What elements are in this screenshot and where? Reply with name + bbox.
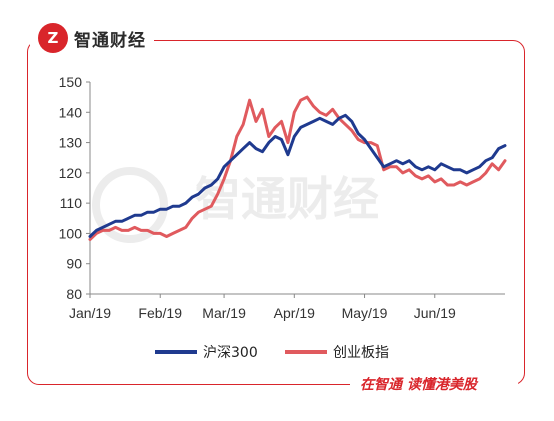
watermark-text: 智通财经: [195, 172, 379, 226]
x-tick-label: Jun/19: [414, 305, 456, 321]
y-tick-label: 140: [59, 104, 83, 120]
y-tick-label: 110: [60, 195, 83, 211]
x-tick-label: May/19: [342, 305, 388, 321]
y-tick-label: 100: [59, 225, 83, 241]
brand-name: 智通财经: [74, 30, 146, 51]
brand-logo: Z 智通财经: [38, 23, 146, 53]
x-tick-label: Apr/19: [274, 305, 315, 321]
x-tick-label: Feb/19: [138, 305, 182, 321]
x-tick-label: Jan/19: [69, 305, 111, 321]
x-tick-label: Mar/19: [202, 305, 246, 321]
y-tick-label: 150: [59, 74, 83, 90]
watermark-logo-icon: [92, 167, 168, 243]
legend-label-1: 沪深300: [203, 345, 258, 361]
series-line-2: [88, 95, 507, 241]
y-tick-label: 120: [59, 165, 83, 181]
y-tick-label: 90: [66, 256, 82, 272]
y-tick-label: 130: [59, 135, 83, 151]
legend-label-2: 创业板指: [333, 345, 389, 361]
chart-frame: [27, 40, 525, 385]
slogan-gap: [350, 375, 518, 395]
series-line-1: [88, 113, 507, 238]
brand-slogan: 在智通 读懂港美股: [360, 377, 477, 393]
y-tick-label: 80: [66, 286, 82, 302]
brand-mark-icon: Z: [38, 23, 68, 53]
